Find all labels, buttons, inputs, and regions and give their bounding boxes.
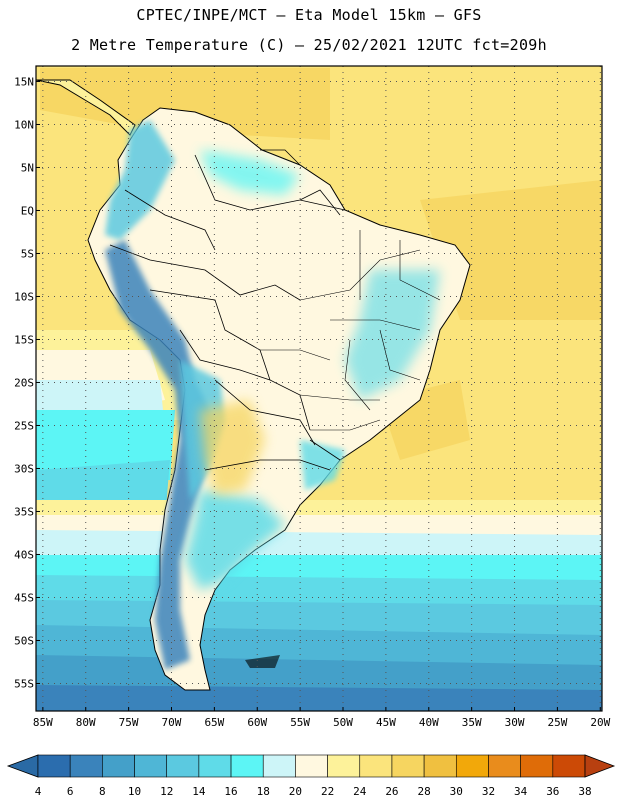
warm-area-north: [40, 68, 330, 140]
map-frame: [35, 65, 603, 712]
lat-label: EQ: [21, 204, 34, 217]
colorbar-swatch: [391, 754, 425, 778]
lat-label: 20S: [14, 376, 34, 389]
colorbar-swatch: [423, 754, 457, 778]
colorbar-label: 14: [192, 785, 206, 798]
lat-label: 15S: [14, 333, 34, 346]
colorbar-high-arrow: [584, 754, 616, 778]
lat-label: 5S: [21, 247, 34, 260]
colorbar-swatch: [37, 754, 71, 778]
latitude-axis: 15N 10N 5N EQ 5S 10S 15S 20S 25S 30S 35S 40S 45S 50S 5…: [14, 75, 40, 690]
lon-label: 70W: [162, 716, 182, 729]
colorbar-swatch: [198, 754, 232, 778]
colorbar-swatch: [134, 754, 168, 778]
lat-label: 40S: [14, 548, 34, 561]
colorbar-swatch: [359, 754, 393, 778]
colorbar-label: 28: [417, 785, 430, 798]
graticule: [36, 66, 602, 711]
lon-label: 35W: [462, 716, 482, 729]
lon-label: 50W: [333, 716, 353, 729]
lat-label: 30S: [14, 462, 34, 475]
lat-label: 10N: [14, 118, 34, 131]
colorbar-label: 18: [257, 785, 270, 798]
lon-label: 45W: [376, 716, 396, 729]
lat-label: 35S: [14, 505, 34, 518]
band-8: [36, 685, 602, 711]
lat-label: 25S: [14, 419, 34, 432]
colorbar-swatch: [69, 754, 103, 778]
map-panel: [36, 66, 602, 711]
andes-north-cold: [105, 120, 175, 240]
colorbar-swatch: [295, 754, 328, 778]
title-field: 2 Metre Temperature (C) – 25/02/2021 12U…: [71, 36, 547, 54]
falklands: [245, 655, 280, 668]
colorbar-label: 6: [67, 785, 74, 798]
lon-label: 30W: [505, 716, 525, 729]
colorbar-swatch: [520, 754, 554, 778]
lat-label: 55S: [14, 677, 34, 690]
colorbar-label: 20: [289, 785, 302, 798]
longitude-axis: 85W 80W 75W 70W 65W 60W 55W 50W 45W 40W 35W 30W 25W 2…: [33, 707, 611, 729]
colorbar-label: 4: [35, 785, 42, 798]
colorbar-label: 36: [546, 785, 559, 798]
lat-label: 15N: [14, 75, 34, 88]
colorbar-swatch: [488, 754, 521, 778]
colorbar-swatch: [262, 754, 296, 778]
state-borders: [260, 230, 441, 431]
lon-label: 85W: [33, 716, 53, 729]
colorbar-label: 26: [385, 785, 398, 798]
southern-brazil-cool: [300, 440, 345, 490]
lat-label: 50S: [14, 634, 34, 647]
lon-label: 75W: [119, 716, 139, 729]
lon-label: 25W: [547, 716, 567, 729]
colorbar-swatch: [552, 754, 586, 778]
lon-label: 20W: [590, 716, 610, 729]
title-model: CPTEC/INPE/MCT – Eta Model 15km – GFS: [136, 6, 482, 24]
colorbar-swatch: [166, 754, 200, 778]
colorbar-label: 38: [578, 785, 591, 798]
colorbar-low-arrow: [6, 754, 39, 778]
colorbar-label: 34: [514, 785, 528, 798]
colorbar-label: 10: [128, 785, 141, 798]
lat-label: 45S: [14, 591, 34, 604]
colorbar-label: 32: [482, 785, 495, 798]
colorbar-label: 24: [353, 785, 367, 798]
lat-label: 5N: [21, 161, 34, 174]
warm-area-atlantic: [420, 180, 602, 320]
lon-label: 55W: [290, 716, 310, 729]
colorbar-label: 16: [224, 785, 237, 798]
chaco-warm: [200, 400, 265, 495]
brazil-highlands-cool: [345, 270, 440, 400]
colorbar-label: 30: [450, 785, 463, 798]
colorbar-swatch: [230, 754, 264, 778]
colorbar-label: 12: [160, 785, 173, 798]
colorbar-swatch: [455, 754, 489, 778]
colorbar: 4 6 8 10 12 14 16 18 20 22 24 26 28 30 32 34 36 38: [6, 754, 616, 798]
lon-label: 65W: [204, 716, 224, 729]
lon-label: 60W: [247, 716, 267, 729]
colorbar-swatch: [102, 754, 135, 778]
colorbar-swatch: [327, 754, 361, 778]
patagonia-cool: [185, 490, 285, 590]
lon-label: 40W: [419, 716, 439, 729]
lat-label: 10S: [14, 290, 34, 303]
venezuela-cool: [200, 150, 300, 195]
colorbar-label: 8: [99, 785, 106, 798]
colorbar-label: 22: [321, 785, 334, 798]
lon-label: 80W: [76, 716, 96, 729]
